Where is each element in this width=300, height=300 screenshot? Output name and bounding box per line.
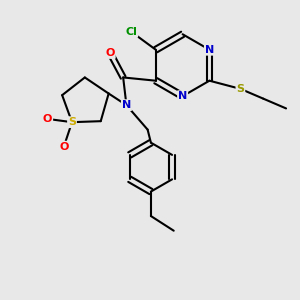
Text: S: S <box>68 117 76 127</box>
Text: N: N <box>178 91 187 101</box>
Text: O: O <box>59 142 68 152</box>
Text: S: S <box>236 84 244 94</box>
Text: N: N <box>205 45 214 55</box>
Text: O: O <box>43 114 52 124</box>
Text: O: O <box>105 48 115 58</box>
Text: Cl: Cl <box>125 27 137 37</box>
Text: N: N <box>122 100 131 110</box>
